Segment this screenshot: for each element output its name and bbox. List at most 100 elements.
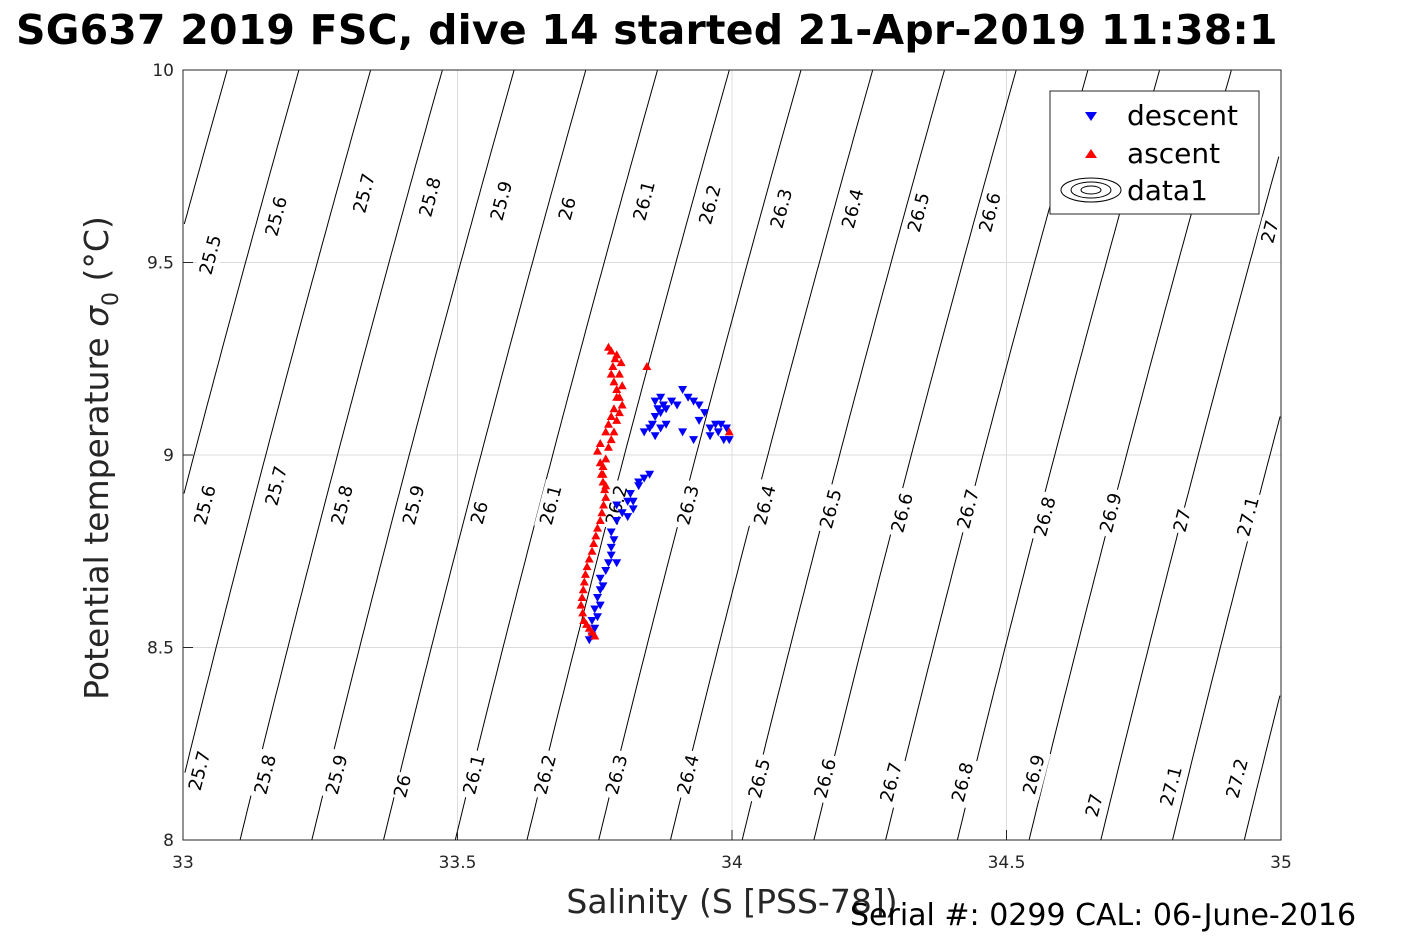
descent-point — [603, 559, 613, 568]
legend-data1-contour-icon — [1060, 177, 1122, 203]
sigma-contour-label: 26.5 — [742, 752, 777, 805]
sigma-contour-label-bg — [627, 174, 661, 227]
legend-ascent-marker — [1085, 149, 1097, 158]
descent-point — [590, 605, 600, 614]
sigma-contour-label-text: 26.2 — [695, 183, 725, 227]
descent-point — [713, 428, 723, 437]
sigma-contour-label-text: 25.6 — [262, 194, 292, 238]
sigma-contour-line — [383, 69, 587, 841]
sigma-contour-label-bg — [1080, 790, 1109, 821]
ascent-point — [609, 377, 619, 386]
descent-point — [625, 490, 635, 498]
sigma-contour-label: 25.9 — [396, 479, 431, 532]
descent-point — [689, 436, 699, 445]
descent-point — [661, 420, 671, 429]
legend-ascent-label: ascent — [1127, 137, 1220, 170]
sigma-contour-label: 26.3 — [671, 479, 705, 532]
sigma-contour-label-text: 25.8 — [415, 175, 445, 219]
ascent-point — [612, 385, 622, 394]
ascent-point — [589, 539, 599, 548]
descent-point — [656, 393, 666, 402]
sigma-contour-label: 25.8 — [248, 748, 283, 801]
sigma-contour-label: 26.2 — [693, 178, 727, 231]
sigma-contour-label-text: 26.1 — [536, 483, 566, 527]
sigma-contour-line — [183, 69, 228, 225]
descent-point — [650, 432, 660, 441]
sigma-contour-label-bg — [325, 479, 359, 532]
ascent-point — [587, 546, 597, 555]
descent-point — [656, 409, 666, 418]
sigma-contour-line — [311, 69, 515, 841]
descent-point — [661, 405, 671, 414]
sigma-contour-label: 26.1 — [627, 174, 661, 227]
descent-point — [634, 478, 644, 487]
sigma-contour-label-text: 26.4 — [750, 483, 780, 527]
ascent-point — [616, 358, 626, 367]
descent-point — [606, 528, 616, 537]
ascent-point — [724, 427, 734, 436]
sigma-contour-label-bg — [1154, 760, 1188, 813]
legend: descent ascent data1 — [1049, 90, 1260, 215]
descent-point — [722, 424, 732, 433]
sigma-contour-label-bg — [182, 744, 217, 797]
descent-point — [606, 551, 616, 560]
sigma-contour-label-text: 26.6 — [887, 491, 917, 535]
sigma-contour-label-bg — [885, 486, 919, 539]
ascent-point — [595, 438, 605, 447]
descent-point — [598, 582, 608, 591]
ascent-point — [601, 481, 611, 490]
sigma-contour-label-bg — [553, 193, 582, 224]
ascent-point — [603, 442, 613, 451]
y-axis-label-sigma: σ — [77, 305, 116, 327]
descent-point — [623, 513, 633, 522]
sigma-contour-label-text: 25.8 — [251, 753, 281, 797]
sigma-contour-line — [598, 69, 802, 841]
ascent-point — [617, 400, 627, 409]
sigma-contour-label-bg — [457, 748, 491, 801]
y-tick-label: 10 — [152, 61, 174, 81]
sigma-contour-label-text: 26.8 — [1030, 495, 1060, 539]
sigma-contour-label-text: 26.5 — [745, 756, 775, 800]
descent-point — [617, 509, 627, 518]
sigma-contour-label: 27 — [1256, 216, 1284, 248]
ascent-point — [577, 592, 587, 601]
sigma-contour-label-bg — [1168, 505, 1197, 536]
sigma-contour-label-bg — [248, 748, 283, 801]
ascent-point — [601, 454, 611, 463]
descent-point — [689, 397, 699, 406]
serial-calibration-footer: Serial #: 0299 CAL: 06-June-2016 — [850, 898, 1357, 933]
sigma-contour-label-bg — [1094, 486, 1128, 539]
sigma-contour-line — [813, 69, 1017, 841]
sigma-contour-label-bg — [465, 497, 494, 529]
sigma-contour-label: 27.1 — [1154, 760, 1188, 813]
sigma-contour-label-text: 26.6 — [975, 190, 1005, 234]
ascent-point — [579, 616, 589, 625]
ascent-point — [612, 415, 622, 424]
sigma-contour-label-bg — [193, 228, 228, 281]
sigma-contour-label-bg — [259, 190, 294, 243]
ascent-point — [599, 500, 609, 509]
sigma-contour-label: 26.2 — [528, 748, 563, 801]
sigma-contour-label: 26 — [465, 497, 494, 529]
sigma-contour-label-text: 26.2 — [531, 753, 561, 797]
x-axis-label: Salinity (S [PSS-78]) — [566, 882, 897, 921]
y-tick-label: 9 — [163, 446, 174, 466]
sigma-contour-label: 26.7 — [874, 756, 908, 809]
x-tick-label: 34 — [721, 853, 743, 873]
sigma-contour-label-bg — [259, 459, 294, 512]
sigma-contour-label-bg — [1231, 490, 1265, 543]
ascent-point — [606, 369, 616, 378]
y-axis-label: Potential temperature σ0 (°C) — [77, 216, 124, 700]
descent-point — [705, 432, 715, 441]
descent-point — [724, 436, 734, 445]
sigma-contour-label: 26.7 — [951, 482, 985, 535]
sigma-contour-label-bg — [599, 748, 634, 801]
sigma-contour-label-text: 27.1 — [1233, 495, 1263, 539]
sigma-contour-label-text: 26.5 — [904, 190, 934, 234]
sigma-contour-layer — [183, 69, 1281, 841]
sigma-contour-line — [526, 69, 730, 841]
descent-point — [647, 420, 657, 429]
sigma-contour-label-text: 26.7 — [953, 487, 983, 531]
sigma-contour-label-layer: 25.5 25.6 25.7 25.8 25.9 26 26.1 26.2 26.3 26.4 26… — [182, 167, 1284, 821]
sigma-contour-label-text: 26.1 — [629, 179, 659, 223]
